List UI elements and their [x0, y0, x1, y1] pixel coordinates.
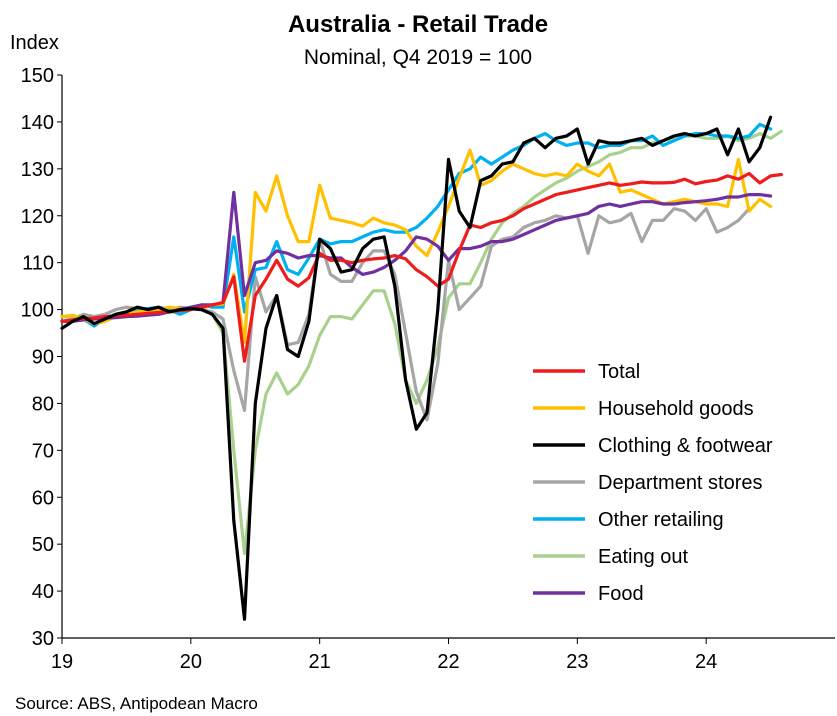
chart-title: Australia - Retail Trade	[288, 11, 548, 38]
y-tick-label: 150	[21, 65, 54, 87]
legend-label-other-retailing: Other retailing	[598, 509, 724, 531]
series-line-food	[60, 190, 773, 323]
legend-label-clothing-footwear: Clothing & footwear	[598, 435, 773, 457]
y-tick-label: 40	[32, 581, 54, 603]
series-line-clothing-footwear	[60, 115, 773, 621]
chart-subtitle: Nominal, Q4 2019 = 100	[304, 46, 532, 69]
source-note: Source: ABS, Antipodean Macro	[15, 694, 258, 713]
y-tick-label: 30	[32, 628, 54, 650]
x-tick-label: 19	[51, 651, 73, 673]
y-tick-label: 80	[32, 393, 54, 415]
x-tick-label: 21	[309, 651, 331, 673]
series-lines	[60, 115, 783, 621]
y-axis-label: Index	[10, 32, 59, 54]
y-tick-label: 110	[22, 253, 54, 275]
y-tick-label: 130	[21, 159, 54, 181]
y-tick-label: 100	[21, 300, 54, 322]
legend-label-department-stores: Department stores	[598, 472, 763, 494]
axes: 30 40 50 60 70 80 90 100 110 120 130 140 150 19 20 21 22…	[21, 65, 835, 673]
legend-label-household-goods: Household goods	[598, 398, 754, 420]
y-tick-label: 120	[21, 206, 54, 228]
x-tick-label: 20	[180, 651, 202, 673]
y-tick-label: 50	[32, 534, 54, 556]
y-tick-label: 70	[32, 440, 54, 462]
legend-label-total: Total	[598, 361, 640, 383]
y-tick-label: 140	[21, 112, 54, 134]
legend: Total Household goods Clothing & footwear D…	[533, 361, 773, 605]
x-tick-label: 24	[695, 651, 717, 673]
x-tick-label: 22	[437, 651, 459, 673]
x-tick-label: 23	[566, 651, 588, 673]
y-tick-label: 60	[32, 487, 54, 509]
legend-label-food: Food	[598, 583, 644, 605]
series-line-other-retailing	[60, 122, 773, 328]
y-tick-label: 90	[32, 347, 54, 369]
legend-label-eating-out: Eating out	[598, 546, 689, 568]
